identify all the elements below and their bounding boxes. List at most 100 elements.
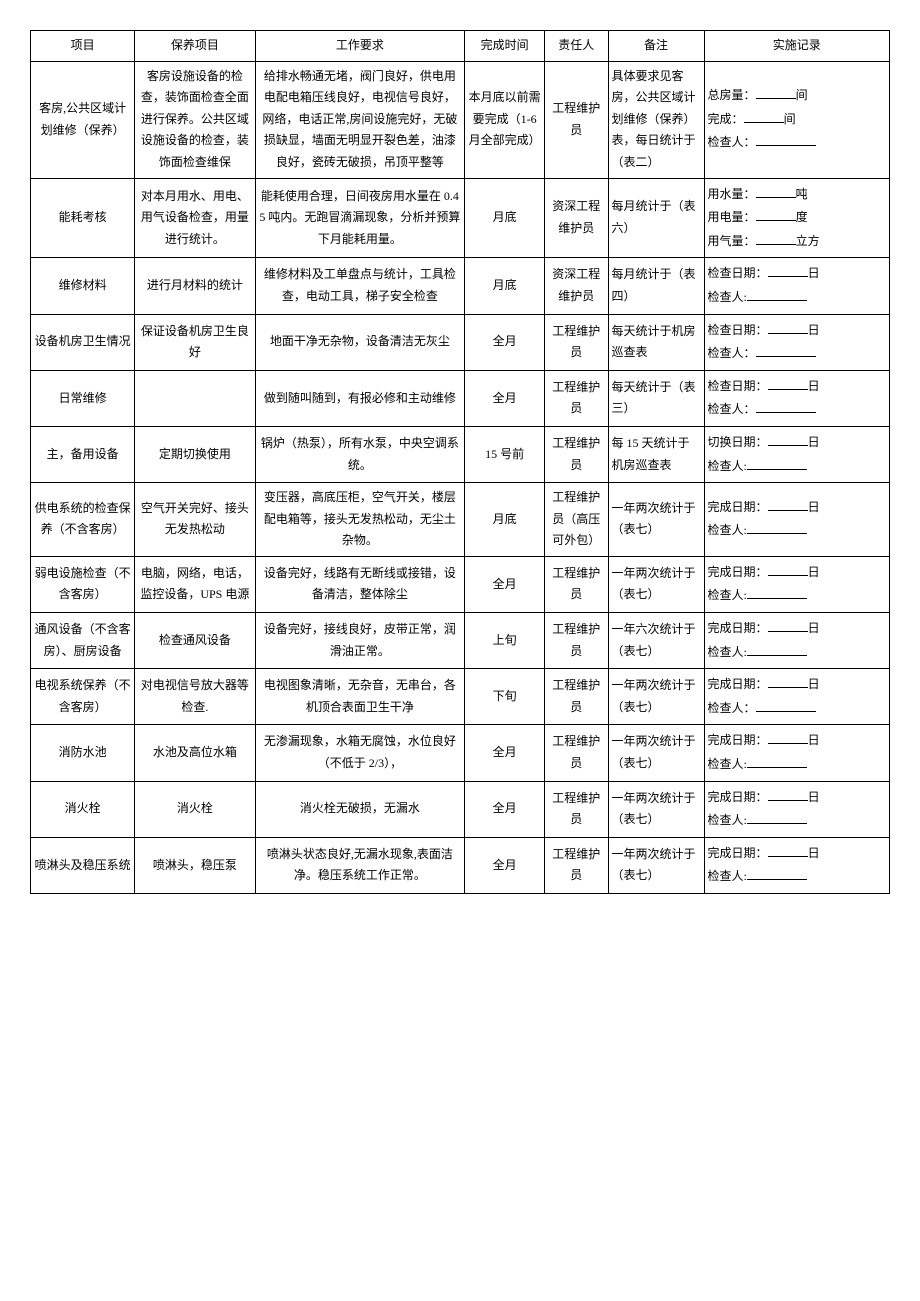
record-unit: 日: [808, 565, 820, 579]
cell-maintenance: 客房设施设备的检查，装饰面检查全面进行保养。公共区域设施设备的检查，装饰面检查维…: [135, 61, 255, 178]
record-blank: [756, 400, 816, 413]
cell-requirement: 地面干净无杂物，设备清洁无灰尘: [255, 314, 465, 370]
cell-maintenance: 对电视信号放大器等检查.: [135, 669, 255, 725]
record-label: 总房量：: [708, 88, 756, 102]
record-unit: 日: [808, 846, 820, 860]
table-row: 通风设备（不含客房）、厨房设备检查通风设备设备完好，接线良好，皮带正常，润滑油正…: [31, 613, 890, 669]
cell-requirement: 电视图象清晰，无杂音，无串台，各机顶合表面卫生干净: [255, 669, 465, 725]
record-label: 检查人：: [708, 402, 756, 416]
cell-requirement: 给排水畅通无堵，阀门良好，供电用电配电箱压线良好，电视信号良好，网络，电话正常,…: [255, 61, 465, 178]
record-line: 总房量： 间: [708, 84, 886, 108]
col-note: 备注: [608, 31, 704, 62]
record-line: 检查人：: [708, 131, 886, 155]
record-label: 完成日期：: [708, 621, 768, 635]
cell-note: 一年两次统计于（表七）: [608, 725, 704, 781]
record-blank: [747, 288, 807, 301]
record-blank: [756, 232, 796, 245]
cell-requirement: 消火栓无破损，无漏水: [255, 781, 465, 837]
record-unit: 间: [784, 112, 796, 126]
record-blank: [768, 433, 808, 446]
record-blank: [768, 731, 808, 744]
cell-record: 完成日期：日检查人:: [704, 725, 889, 781]
cell-maintenance: 进行月材料的统计: [135, 258, 255, 314]
cell-responsible: 工程维护员: [545, 837, 609, 893]
cell-record: 完成日期：日检查人:: [704, 556, 889, 612]
record-line: 完成日期：日: [708, 673, 886, 697]
cell-record: 完成日期：日检查人：: [704, 669, 889, 725]
col-project: 项目: [31, 31, 135, 62]
cell-maintenance: 消火栓: [135, 781, 255, 837]
record-blank: [768, 377, 808, 390]
record-blank: [744, 110, 784, 123]
record-blank: [756, 133, 816, 146]
table-row: 主，备用设备定期切换使用锅炉（热泵），所有水泵，中央空调系统。15 号前工程维护…: [31, 426, 890, 482]
record-line: 完成日期：日: [708, 561, 886, 585]
record-line: 检查人:: [708, 641, 886, 665]
record-blank: [768, 321, 808, 334]
record-label: 检查日期：: [708, 379, 768, 393]
header-row: 项目 保养项目 工作要求 完成时间 责任人 备注 实施记录: [31, 31, 890, 62]
table-row: 消防水池水池及高位水箱无渗漏现象，水箱无腐蚀，水位良好（不低于 2/3），全月工…: [31, 725, 890, 781]
cell-project: 供电系统的检查保养（不含客房）: [31, 483, 135, 557]
record-line: 检查人：: [708, 342, 886, 366]
cell-maintenance: 定期切换使用: [135, 426, 255, 482]
cell-note: 一年两次统计于（表七）: [608, 837, 704, 893]
table-row: 日常维修做到随叫随到，有报必修和主动维修全月工程维护员每天统计于（表三）检查日期…: [31, 370, 890, 426]
record-line: 检查日期：日: [708, 319, 886, 343]
record-blank: [768, 498, 808, 511]
col-requirement: 工作要求: [255, 31, 465, 62]
cell-requirement: 锅炉（热泵），所有水泵，中央空调系统。: [255, 426, 465, 482]
cell-note: 具体要求见客房，公共区域计划维修（保养）表，每日统计于（表二）: [608, 61, 704, 178]
cell-record: 总房量：间完成：间检查人：: [704, 61, 889, 178]
record-blank: [768, 563, 808, 576]
cell-record: 检查日期：日检查人:: [704, 258, 889, 314]
record-blank: [756, 344, 816, 357]
record-unit: 日: [808, 621, 820, 635]
record-label: 完成：: [708, 112, 744, 126]
record-line: 用水量：吨: [708, 183, 886, 207]
record-line: 完成日期： 日: [708, 617, 886, 641]
cell-maintenance: 空气开关完好、接头无发热松动: [135, 483, 255, 557]
record-label: 检查人：: [708, 701, 756, 715]
record-label: 用水量：: [708, 187, 756, 201]
cell-record: 切换日期：日检查人:: [704, 426, 889, 482]
cell-project: 电视系统保养（不含客房）: [31, 669, 135, 725]
cell-responsible: 资深工程维护员: [545, 178, 609, 258]
record-blank: [768, 619, 808, 632]
record-blank: [747, 755, 807, 768]
record-unit: 间: [796, 88, 808, 102]
cell-responsible: 工程维护员（高压可外包）: [545, 483, 609, 557]
record-label: 检查人:: [708, 757, 747, 771]
cell-project: 消防水池: [31, 725, 135, 781]
record-label: 检查人：: [708, 135, 756, 149]
record-label: 用电量：: [708, 210, 756, 224]
record-line: 切换日期：日: [708, 431, 886, 455]
record-unit: 日: [808, 435, 820, 449]
record-blank: [768, 844, 808, 857]
record-blank: [768, 788, 808, 801]
cell-note: 每月统计于（表六）: [608, 178, 704, 258]
record-line: 检查日期：日: [708, 262, 886, 286]
col-time: 完成时间: [465, 31, 545, 62]
cell-time: 全月: [465, 837, 545, 893]
cell-requirement: 维修材料及工单盘点与统计，工具检查，电动工具，梯子安全检查: [255, 258, 465, 314]
cell-maintenance: 保证设备机房卫生良好: [135, 314, 255, 370]
cell-note: 一年六次统计于（表七）: [608, 613, 704, 669]
record-blank: [756, 86, 796, 99]
cell-responsible: 工程维护员: [545, 725, 609, 781]
record-unit: 日: [808, 677, 820, 691]
cell-responsible: 工程维护员: [545, 556, 609, 612]
record-line: 完成日期：日: [708, 786, 886, 810]
record-line: 检查人：: [708, 398, 886, 422]
record-blank: [747, 586, 807, 599]
table-row: 设备机房卫生情况保证设备机房卫生良好地面干净无杂物，设备清洁无灰尘全月工程维护员…: [31, 314, 890, 370]
record-blank: [768, 675, 808, 688]
cell-responsible: 工程维护员: [545, 781, 609, 837]
record-label: 完成日期：: [708, 733, 768, 747]
cell-responsible: 工程维护员: [545, 61, 609, 178]
record-unit: 日: [808, 790, 820, 804]
cell-record: 用水量：吨用电量：度用气量：立方: [704, 178, 889, 258]
record-label: 检查人:: [708, 523, 747, 537]
table-row: 能耗考核对本月用水、用电、用气设备检查，用量进行统计。能耗使用合理，日间夜房用水…: [31, 178, 890, 258]
record-line: 检查日期：日: [708, 375, 886, 399]
